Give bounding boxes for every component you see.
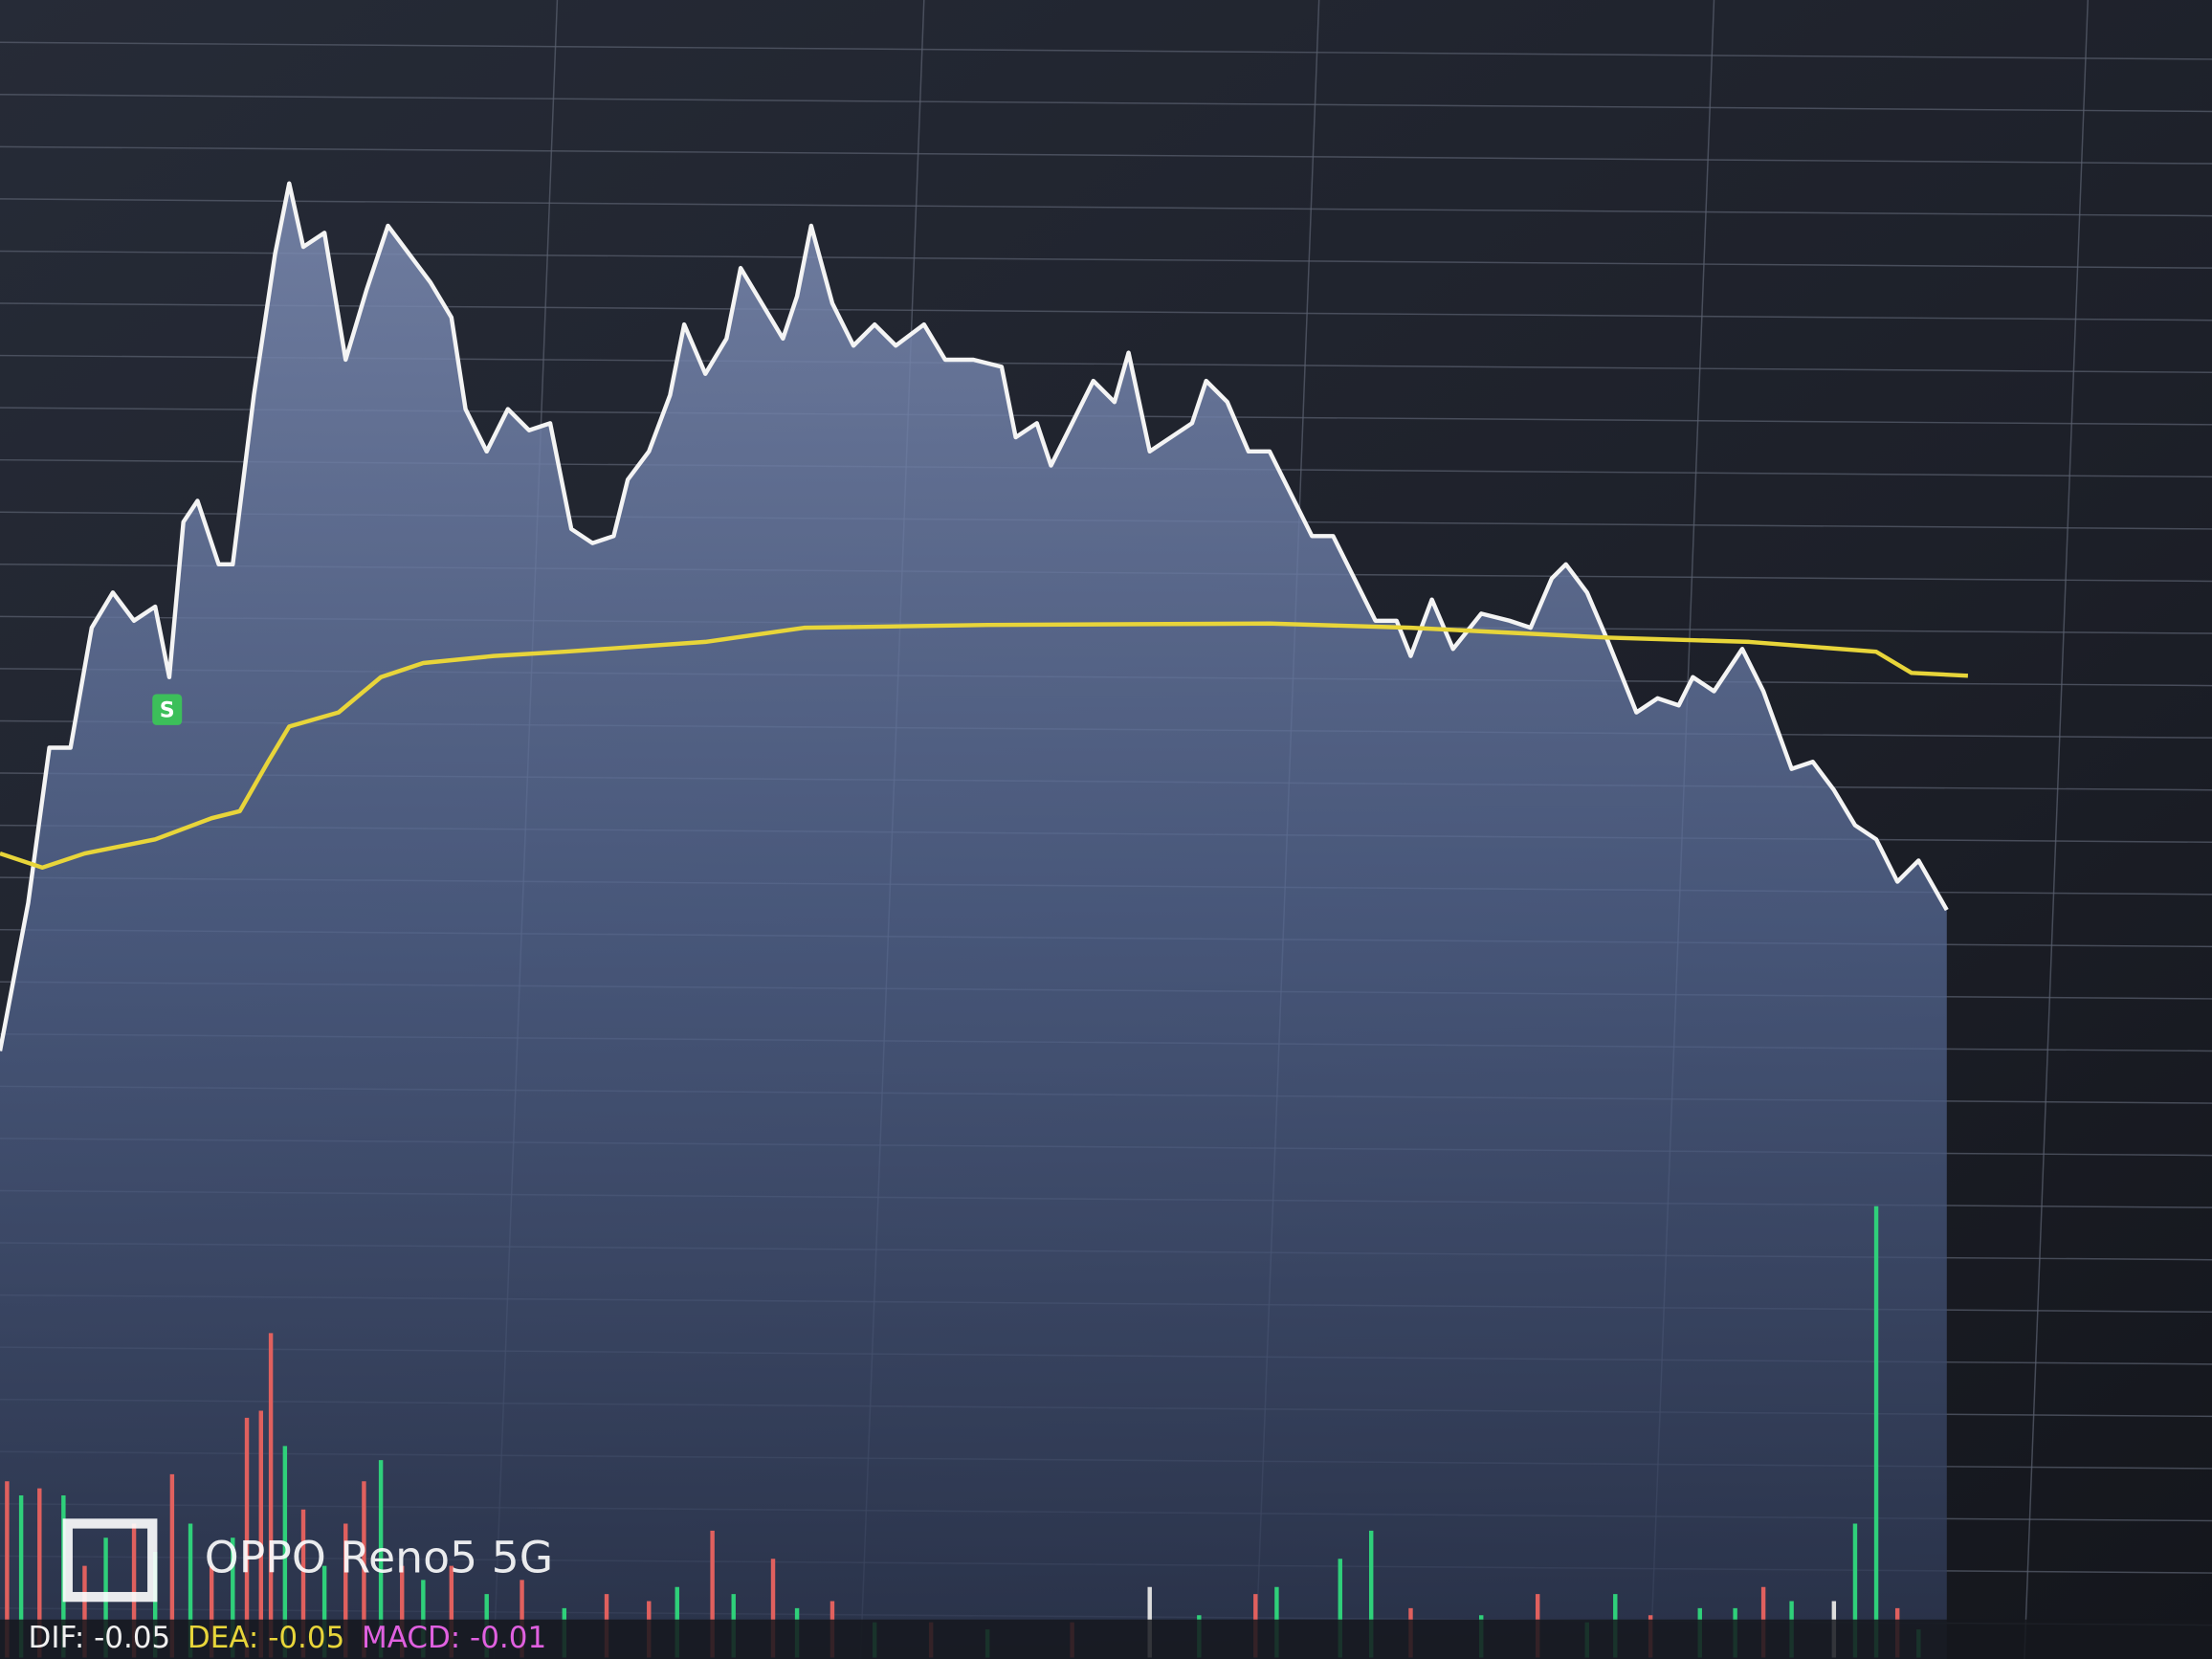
indicator-background	[0, 1619, 2212, 1659]
grid-line	[0, 198, 2212, 217]
grid-line	[0, 145, 2212, 165]
price-area	[0, 183, 1947, 1659]
indicator-label: MACD: -0.01	[362, 1621, 546, 1655]
grid-line	[0, 250, 2212, 269]
indicator-label: DIF: -0.05	[28, 1621, 170, 1655]
average-line	[0, 621, 1969, 871]
grid-line	[0, 41, 2212, 60]
indicator-label: DEA: -0.05	[188, 1621, 344, 1655]
grid-line	[0, 94, 2212, 113]
grid-line	[2024, 0, 2089, 1659]
marker-box	[152, 694, 183, 725]
price-line	[0, 181, 1949, 1051]
indicator-bar: DIF: -0.05 DEA: -0.05 MACD: -0.01	[0, 1619, 2212, 1659]
watermark-icon	[62, 1518, 158, 1603]
signal-marker: S	[152, 694, 183, 725]
marker-label: S	[160, 698, 175, 723]
watermark-text: OPPO Reno5 5G	[205, 1532, 553, 1582]
watermark: OPPO Reno5 5G	[62, 1518, 553, 1603]
